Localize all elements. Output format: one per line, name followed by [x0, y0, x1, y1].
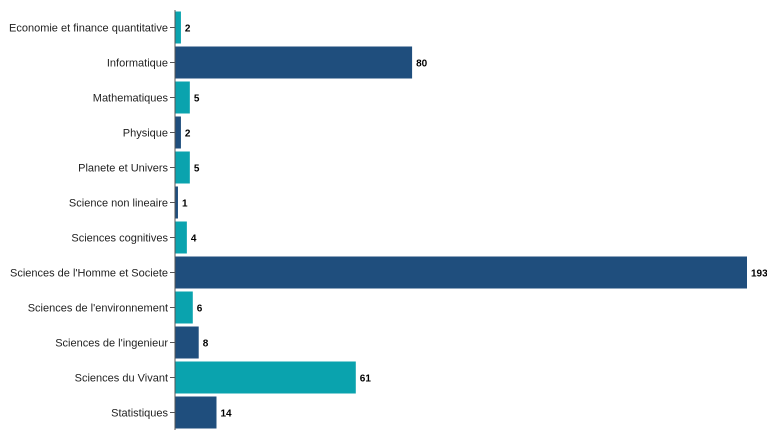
bar-2 [175, 81, 190, 114]
value-label-4: 5 [194, 164, 200, 175]
bar-3 [175, 116, 181, 149]
value-label-9: 8 [203, 339, 209, 350]
category-label-7: Sciences de l'Homme et Societe [10, 268, 168, 280]
category-label-5: Science non lineaire [69, 198, 168, 210]
category-label-8: Sciences de l'environnement [28, 303, 168, 315]
category-label-9: Sciences de l'ingenieur [55, 338, 168, 350]
category-label-2: Mathematiques [93, 93, 169, 105]
value-label-0: 2 [185, 24, 191, 35]
category-label-4: Planete et Univers [78, 163, 168, 175]
value-label-10: 61 [360, 374, 372, 385]
bar-1 [175, 46, 413, 79]
bar-4 [175, 151, 190, 184]
bar-9 [175, 326, 199, 359]
category-label-0: Economie et finance quantitative [9, 23, 168, 35]
value-label-5: 1 [182, 199, 188, 210]
bar-10 [175, 361, 356, 394]
value-label-11: 14 [220, 409, 232, 420]
category-label-11: Statistiques [111, 408, 168, 420]
category-label-10: Sciences du Vivant [75, 373, 168, 385]
value-label-7: 193 [751, 269, 767, 280]
bar-6 [175, 221, 187, 254]
value-label-1: 80 [416, 59, 428, 70]
bar-8 [175, 291, 193, 324]
bars-group [175, 11, 747, 429]
bar-7 [175, 256, 747, 289]
value-label-2: 5 [194, 94, 200, 105]
category-label-3: Physique [123, 128, 168, 140]
category-label-1: Informatique [107, 58, 168, 70]
value-label-6: 4 [191, 234, 197, 245]
value-label-3: 2 [185, 129, 191, 140]
bar-0 [175, 11, 181, 44]
bar-11 [175, 396, 217, 429]
value-label-8: 6 [197, 304, 203, 315]
category-label-6: Sciences cognitives [71, 233, 168, 245]
bar-5 [175, 186, 178, 219]
category-labels-group: Economie et finance quantitative Informat… [9, 23, 175, 420]
